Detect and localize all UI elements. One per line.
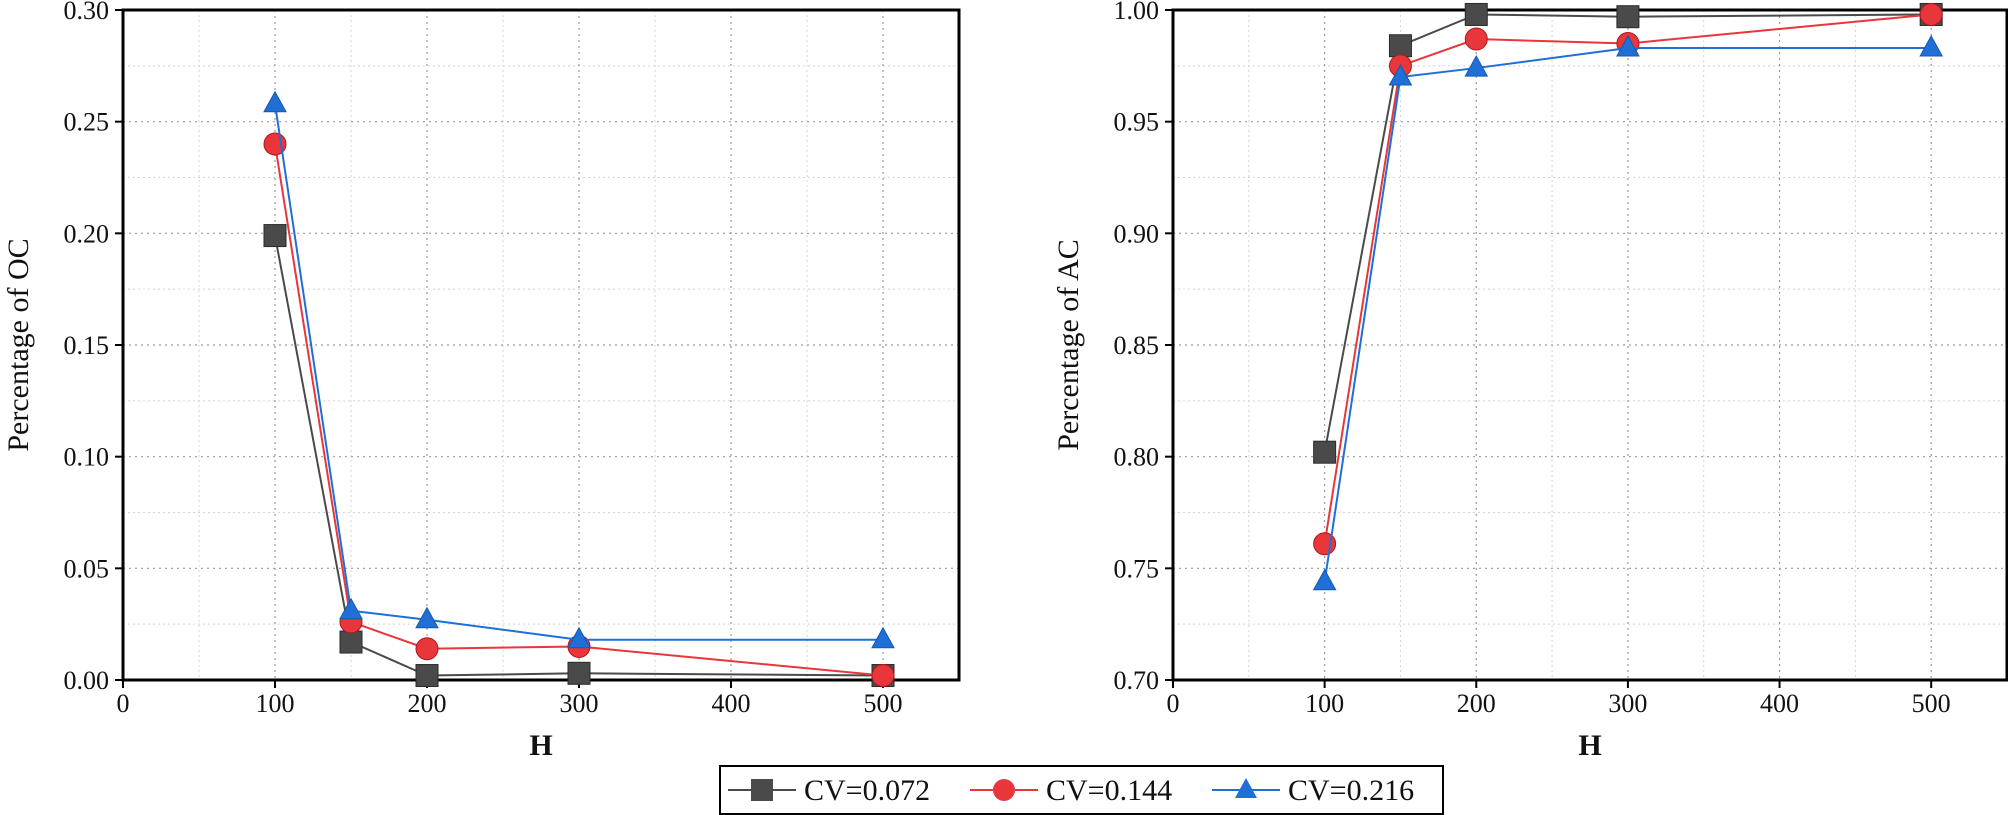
data-point — [339, 630, 363, 654]
series-line-cv-0-216 — [1323, 46, 1932, 582]
data-point — [567, 661, 591, 685]
x-tick-label: 100 — [1305, 689, 1344, 718]
x-tick-label: 500 — [1912, 689, 1951, 718]
data-point — [871, 664, 895, 688]
legend-entry: CV=0.072 — [728, 774, 930, 807]
legend-label: CV=0.144 — [1046, 774, 1172, 807]
series-line-cv-0-144 — [274, 143, 884, 677]
y-tick-label: 0.20 — [64, 219, 110, 248]
data-point — [1616, 5, 1640, 29]
y-tick-label: 0.90 — [1114, 219, 1160, 248]
legend-marker-circle — [993, 779, 1015, 801]
series-line-cv-0-144 — [1323, 13, 1932, 544]
x-tick-label: 100 — [256, 689, 295, 718]
series-cv-0-216 — [263, 90, 895, 649]
x-axis-label: H — [1578, 729, 1601, 762]
data-point — [1388, 63, 1413, 86]
data-point — [339, 597, 363, 620]
x-tick-label: 500 — [864, 689, 903, 718]
data-point — [263, 224, 287, 248]
x-tick-label: 300 — [560, 689, 599, 718]
x-tick-label: 200 — [408, 689, 447, 718]
y-tick-label: 0.70 — [1114, 666, 1160, 695]
x-tick-label: 0 — [1167, 689, 1180, 718]
y-tick-label: 0.10 — [64, 443, 110, 472]
y-tick-label: 0.85 — [1114, 331, 1160, 360]
y-axis-label: Percentage of AC — [1052, 239, 1085, 451]
data-point — [1312, 568, 1337, 591]
legend-marker-square — [751, 779, 773, 801]
data-point — [1313, 440, 1337, 464]
data-point — [871, 626, 895, 649]
ticks — [115, 9, 884, 688]
x-tick-label: 400 — [1760, 689, 1799, 718]
legend-marker-triangle — [1235, 778, 1257, 798]
data-point — [1464, 27, 1488, 51]
legend: CV=0.072 CV=0.144 CV=0.216 — [719, 765, 1444, 815]
grid — [123, 10, 959, 680]
y-tick-label: 0.30 — [64, 0, 110, 25]
y-tick-label: 1.00 — [1114, 0, 1160, 25]
data-point — [1464, 2, 1488, 26]
data-point — [1388, 34, 1412, 58]
series-cv-0-144 — [263, 132, 895, 688]
chart-ac: 0 100 200 300 400 500 0.70 0.75 0.80 0.85 0.90 0.95… — [1052, 0, 2008, 762]
x-axis-label: H — [529, 729, 552, 762]
x-tick-label: 300 — [1608, 689, 1647, 718]
y-tick-label: 0.05 — [64, 554, 110, 583]
y-tick-label: 0.00 — [64, 666, 110, 695]
legend-entry: CV=0.216 — [1212, 774, 1414, 807]
x-tick-label: 400 — [712, 689, 751, 718]
x-tick-label: 0 — [117, 689, 130, 718]
y-tick-label: 0.25 — [64, 108, 110, 137]
legend-label: CV=0.216 — [1288, 774, 1414, 807]
data-point — [415, 664, 439, 688]
data-point — [415, 637, 439, 661]
data-point — [567, 626, 591, 649]
plot-frame — [121, 8, 961, 682]
series-cv-0-216 — [1312, 34, 1944, 591]
data-point — [1919, 34, 1944, 57]
data-point — [1616, 34, 1640, 57]
y-tick-label: 0.75 — [1114, 554, 1160, 583]
grid — [1173, 10, 2007, 680]
data-point — [263, 90, 287, 113]
legend-entry: CV=0.144 — [970, 774, 1172, 807]
data-point — [1464, 55, 1489, 77]
y-tick-label: 0.95 — [1114, 108, 1160, 137]
ticks — [1165, 9, 1933, 688]
y-axis-label: Percentage of OC — [2, 238, 35, 451]
y-tick-label: 0.15 — [64, 331, 110, 360]
legend-box — [719, 765, 1444, 815]
data-point — [415, 606, 439, 629]
chart-oc: 0 100 200 300 400 500 0.00 0.05 0.10 0.15 0.20 0.25… — [2, 0, 961, 762]
legend-label: CV=0.072 — [804, 774, 930, 807]
y-tick-label: 0.80 — [1114, 443, 1160, 472]
x-tick-label: 200 — [1457, 689, 1496, 718]
data-point — [1919, 2, 1943, 26]
